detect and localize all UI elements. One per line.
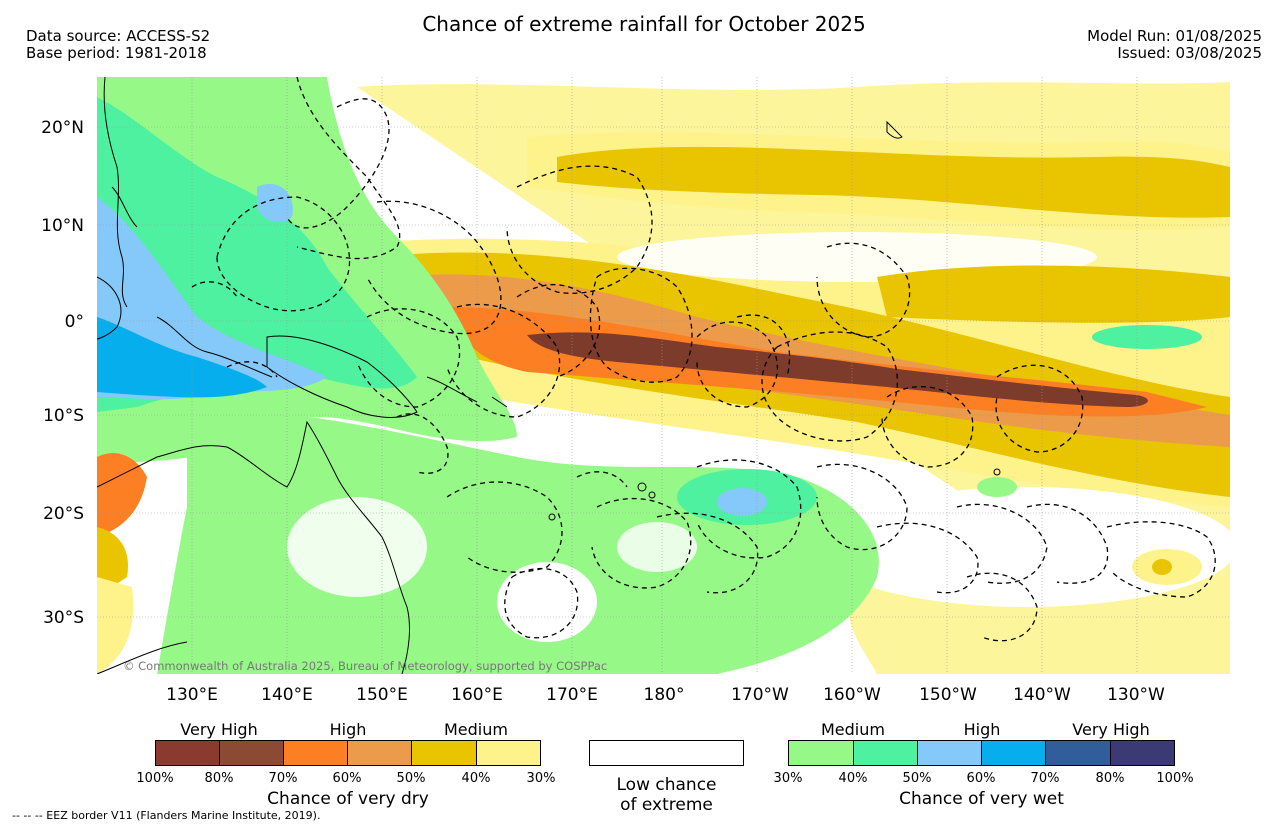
lon-label-180: 180° [643, 685, 685, 705]
dry-tick-50: 50% [396, 771, 426, 786]
model-run-label: Model Run: 01/08/2025 [1087, 27, 1262, 45]
lon-label-130w: 130°W [1107, 685, 1165, 705]
low-chance-line1: Low chance [616, 775, 717, 795]
dry-tick-100: 100% [136, 771, 174, 786]
wet-swatch-5 [1045, 740, 1111, 766]
eez-border-note: -- -- -- EEZ border V11 (Flanders Marine… [12, 809, 321, 822]
issued-label: Issued: 03/08/2025 [1117, 44, 1262, 62]
lon-label-150e: 150°E [356, 685, 408, 705]
wet-tick-50: 50% [902, 771, 932, 786]
lon-label-170e: 170°E [546, 685, 598, 705]
data-source-label: Data source: ACCESS-S2 [26, 27, 211, 45]
dry-tick-40: 40% [461, 771, 491, 786]
wet-swatch-4 [981, 740, 1046, 766]
wet-tick-30: 30% [773, 771, 803, 786]
lat-label-0: 0° [64, 312, 84, 332]
lat-label-20n: 20°N [41, 118, 84, 138]
dry-category-very-high: Very High [180, 720, 258, 739]
wet-legend-title: Chance of very wet [899, 789, 1064, 809]
lon-label-170w: 170°W [731, 685, 789, 705]
low-chance-swatch [589, 740, 744, 766]
dry-tick-80: 80% [204, 771, 234, 786]
wet-category-medium: Medium [821, 720, 885, 739]
dry-swatch-6 [476, 740, 541, 766]
dry-swatch-5 [411, 740, 477, 766]
wet-tick-40: 40% [838, 771, 868, 786]
dry-swatch-2 [219, 740, 284, 766]
rainfall-map [97, 77, 1230, 674]
lon-label-130e: 130°E [166, 685, 218, 705]
wet-category-high: High [963, 720, 1001, 739]
dry-legend-title: Chance of very dry [267, 789, 429, 809]
dry-tick-60: 60% [332, 771, 362, 786]
lon-label-160w: 160°W [823, 685, 881, 705]
wet-swatch-3 [917, 740, 982, 766]
dry-swatch-4 [347, 740, 412, 766]
wet-tick-60: 60% [966, 771, 996, 786]
lat-label-10s: 10°S [43, 406, 84, 426]
lon-label-160e: 160°E [451, 685, 503, 705]
dry-swatch-3 [283, 740, 348, 766]
lat-label-30s: 30°S [43, 608, 84, 628]
dry-category-high: High [329, 720, 367, 739]
lat-label-10n: 10°N [41, 216, 84, 236]
wet-swatch-1 [788, 740, 854, 766]
lon-label-140w: 140°W [1013, 685, 1071, 705]
wet-tick-70: 70% [1030, 771, 1060, 786]
dry-swatch-1 [155, 740, 220, 766]
lon-label-140e: 140°E [261, 685, 313, 705]
dry-category-medium: Medium [444, 720, 508, 739]
lat-label-20s: 20°S [43, 504, 84, 524]
wet-category-very-high: Very High [1072, 720, 1150, 739]
map-credit: © Commonwealth of Australia 2025, Bureau… [123, 659, 608, 673]
wet-swatch-2 [853, 740, 918, 766]
chart-title: Chance of extreme rainfall for October 2… [422, 12, 866, 36]
dry-tick-70: 70% [268, 771, 298, 786]
dry-tick-30: 30% [526, 771, 556, 786]
wet-tick-100: 100% [1156, 771, 1194, 786]
lon-label-150w: 150°W [919, 685, 977, 705]
low-chance-line2: of extreme [620, 795, 713, 815]
wet-tick-80: 80% [1095, 771, 1125, 786]
wet-swatch-6 [1110, 740, 1175, 766]
base-period-label: Base period: 1981-2018 [26, 44, 207, 62]
